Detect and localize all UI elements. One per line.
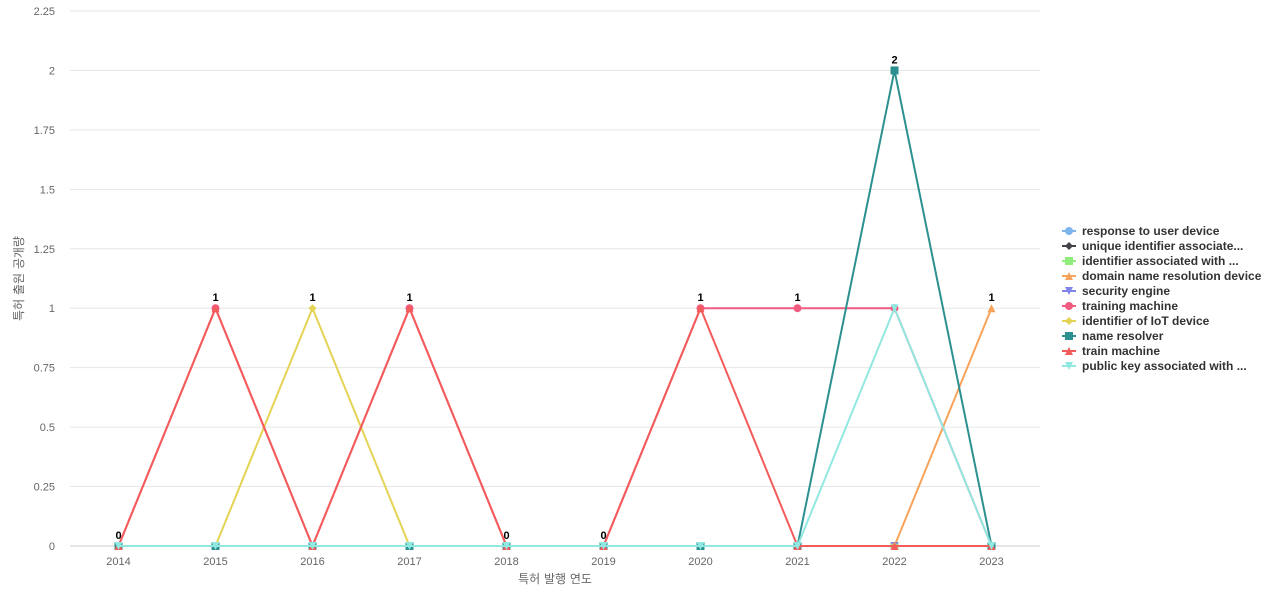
legend-item-security-engine[interactable]: security engine [1062, 284, 1170, 298]
data-point-public-key-associated-with [405, 542, 414, 550]
x-tick-label: 2023 [979, 556, 1003, 568]
series-line-public-key-associated-with [117, 307, 993, 547]
legend-label: unique identifier associate... [1082, 239, 1243, 253]
data-label: 1 [212, 292, 218, 304]
x-tick-label: 2014 [106, 556, 130, 568]
y-tick-label: 0.75 [34, 363, 55, 375]
y-tick-label: 2.25 [34, 6, 55, 18]
series-public-key-associated-with [114, 304, 996, 550]
legend-marker [1065, 272, 1073, 280]
legend-marker [1065, 317, 1073, 325]
data-label: 0 [600, 530, 606, 542]
x-tick-label: 2019 [591, 556, 615, 568]
y-tick-label: 0 [49, 541, 55, 553]
legend-item-domain-name-resolution-device[interactable]: domain name resolution device [1062, 269, 1262, 283]
data-point-public-key-associated-with [696, 542, 705, 550]
data-point-public-key-associated-with [793, 542, 802, 550]
data-point-identifier-of-iot-device [308, 304, 317, 313]
y-tick-label: 0.25 [34, 482, 55, 494]
legend-marker [1065, 242, 1073, 250]
data-label: 1 [406, 292, 412, 304]
legend-label: identifier associated with ... [1082, 254, 1239, 268]
data-point-domain-name-resolution-device [987, 304, 996, 313]
x-tick-label: 2020 [688, 556, 712, 568]
y-tick-label: 2 [49, 65, 55, 77]
y-axis-title: 특허 출원 공개량 [12, 236, 26, 321]
data-label: 2 [891, 54, 897, 66]
data-label: 0 [503, 530, 509, 542]
legend-marker [1065, 362, 1073, 370]
legend-label: domain name resolution device [1082, 269, 1262, 283]
data-point-public-key-associated-with [599, 542, 608, 550]
data-point-training-machine [793, 304, 802, 313]
legend-item-response-to-user-device[interactable]: response to user device [1062, 224, 1220, 238]
legend-item-public-key-associated-with[interactable]: public key associated with ... [1062, 359, 1247, 373]
data-point-train-machine [405, 304, 414, 313]
x-tick-label: 2022 [882, 556, 906, 568]
legend-item-train-machine[interactable]: train machine [1062, 344, 1160, 358]
legend-item-name-resolver[interactable]: name resolver [1062, 329, 1164, 343]
data-point-public-key-associated-with [211, 542, 220, 550]
legend-label: security engine [1082, 284, 1170, 298]
x-tick-label: 2016 [300, 556, 324, 568]
x-tick-label: 2015 [203, 556, 227, 568]
data-label: 1 [794, 292, 800, 304]
legend-marker [1065, 347, 1073, 355]
y-tick-label: 1 [49, 303, 55, 315]
x-axis-title: 특허 발행 연도 [518, 571, 592, 586]
legend-label: training machine [1082, 299, 1178, 313]
data-point-public-key-associated-with [987, 542, 996, 550]
legend-item-identifier-of-iot-device[interactable]: identifier of IoT device [1062, 314, 1210, 328]
data-point-name-resolver [890, 66, 899, 75]
data-point-public-key-associated-with [114, 542, 123, 550]
x-axis-ticks: 2014 2015 2016 2017 2018 2019 2020 2021 2022 2023 [106, 556, 1003, 568]
data-label: 1 [697, 292, 703, 304]
y-tick-label: 1.75 [34, 125, 55, 137]
legend-marker [1065, 257, 1073, 265]
legend-marker [1065, 287, 1073, 295]
y-axis-ticks: 0 0.25 0.5 0.75 1 1.25 1.5 1.75 2 2.25 [34, 6, 55, 553]
legend-marker [1065, 302, 1073, 310]
data-point-public-key-associated-with [890, 304, 899, 313]
data-point-public-key-associated-with [308, 542, 317, 550]
data-labels: 0 1 1 1 0 0 1 1 2 1 [115, 54, 994, 542]
grid-lines [70, 10, 1040, 547]
legend-item-unique-identifier-associate[interactable]: unique identifier associate... [1062, 239, 1243, 253]
legend-label: train machine [1082, 344, 1160, 358]
legend-label: public key associated with ... [1082, 359, 1247, 373]
legend-marker [1065, 332, 1073, 340]
y-tick-label: 1.25 [34, 244, 55, 256]
series-lines [114, 66, 996, 550]
legend-item-identifier-associated-with[interactable]: identifier associated with ... [1062, 254, 1239, 268]
data-label: 0 [115, 530, 121, 542]
y-tick-label: 0.5 [40, 422, 55, 434]
x-tick-label: 2018 [494, 556, 518, 568]
legend-label: response to user device [1082, 224, 1220, 238]
data-point-train-machine [890, 542, 899, 550]
data-point-train-machine [211, 304, 220, 313]
x-tick-label: 2017 [397, 556, 421, 568]
data-label: 1 [988, 292, 994, 304]
legend-marker [1065, 227, 1073, 235]
legend-label: identifier of IoT device [1082, 314, 1210, 328]
data-point-public-key-associated-with [502, 542, 511, 550]
legend-item-training-machine[interactable]: training machine [1062, 299, 1178, 313]
legend-label: name resolver [1082, 329, 1164, 343]
x-tick-label: 2021 [785, 556, 809, 568]
data-point-train-machine [696, 304, 705, 313]
data-label: 1 [309, 292, 315, 304]
y-tick-label: 1.5 [40, 184, 55, 196]
